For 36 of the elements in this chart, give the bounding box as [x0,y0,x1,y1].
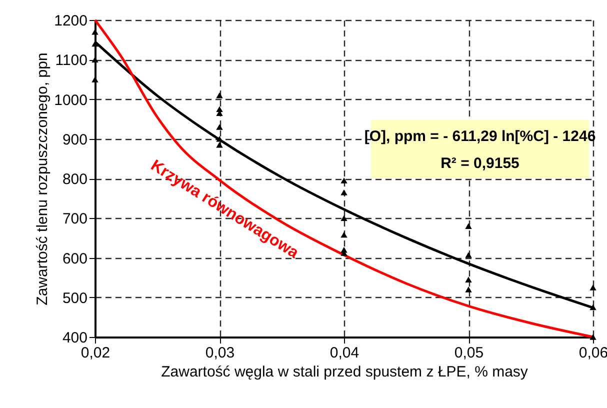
point [590,334,596,340]
x-tick-label: 0,03 [205,344,235,362]
point [340,215,348,222]
y-axis-title: Zawartość tlenu rozpuszczonego, ppn [34,52,52,306]
y-tick-label: 500 [62,290,88,307]
y-tick-label: 1000 [54,92,88,109]
annotation: [O], ppm = - 611,29 ln[%C] - 1246 [364,128,596,145]
y-tick-label: 700 [62,210,88,228]
x-tick-label: 0,05 [454,344,484,362]
point [216,136,223,142]
x-tick-label: 0,04 [330,344,360,362]
point [92,76,98,82]
point [92,40,98,47]
y-tick-label: 900 [62,131,88,148]
point [216,92,223,98]
y-tick-label: 400 [62,330,88,346]
point [216,124,223,130]
y-tick-label: 1100 [55,52,88,70]
point [340,178,348,184]
y-tick-label: 800 [62,171,88,188]
point [465,223,472,229]
point [216,142,223,148]
annotation: R² = 0,9155 [440,155,520,172]
point [92,56,98,63]
point [590,304,596,310]
point [465,252,472,258]
point [465,276,472,282]
y-tick-label: 1200 [54,12,88,30]
point [340,232,348,238]
y-tick-label: 600 [62,250,88,268]
point [92,28,98,35]
point [340,189,348,196]
x-tick-label: 0,02 [80,344,110,362]
point [465,286,472,292]
x-axis-title: Zawartość węgla w stali przed spustem z ŁPE, % masy [161,364,528,380]
point [590,284,596,290]
